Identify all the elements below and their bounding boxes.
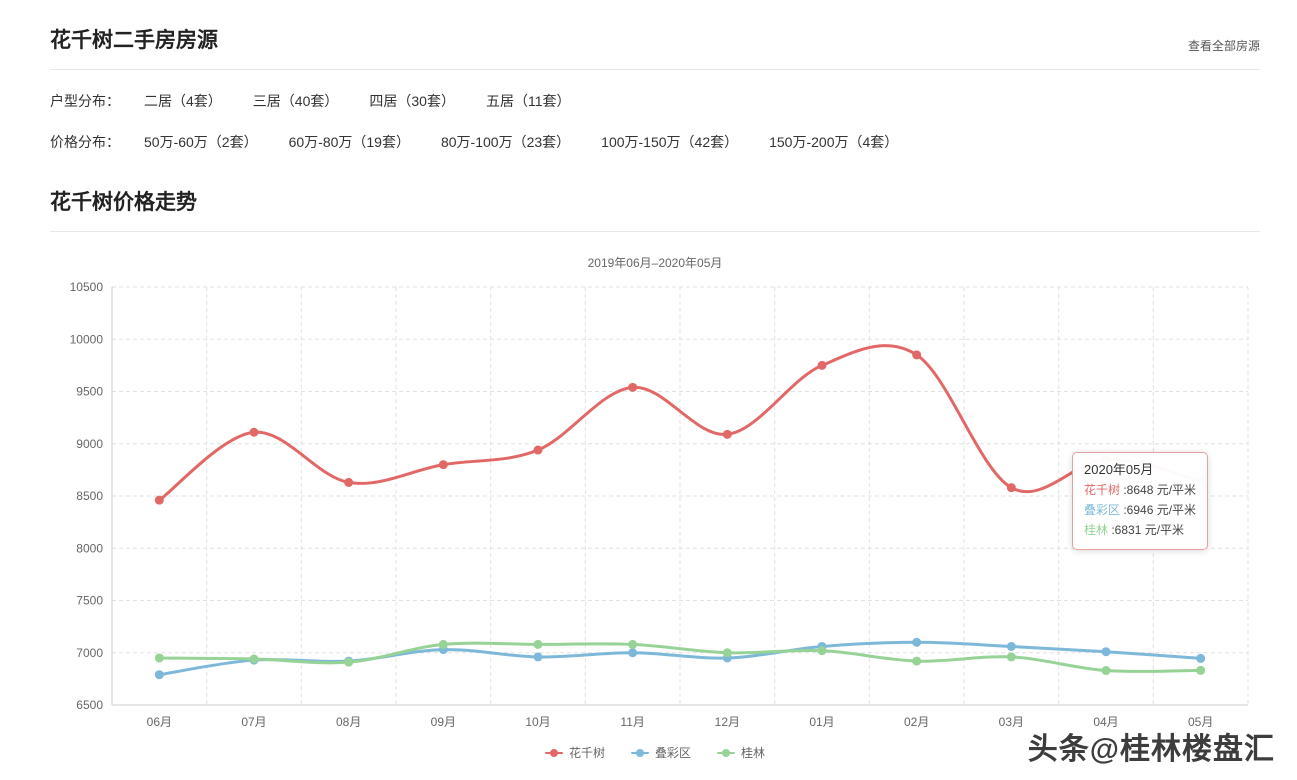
series-point-桂林 — [912, 656, 922, 666]
series-point-花千树 — [438, 460, 448, 470]
x-axis-tick-label: 04月 — [1093, 715, 1118, 729]
trend-divider — [50, 231, 1260, 232]
legend-item-花千树[interactable]: 花千树 — [544, 744, 605, 761]
layout-filter-row: 户型分布： 二居（4套） 三居（40套） 四居（30套） 五居（11套） — [50, 91, 1260, 111]
series-point-桂林 — [438, 639, 448, 649]
x-axis-tick-label: 07月 — [241, 715, 266, 729]
x-axis-tick-label: 03月 — [999, 715, 1024, 729]
watermark: 头条@桂林楼盘汇 — [1027, 733, 1275, 766]
tooltip-title: 2020年05月 — [1084, 462, 1154, 477]
x-axis-tick-label: 10月 — [525, 715, 550, 729]
chart-title: 2019年06月–2020年05月 — [587, 256, 723, 270]
price-filter-item[interactable]: 80万-100万（23套） — [440, 134, 571, 150]
series-point-叠彩区 — [1006, 641, 1016, 651]
legend-item-叠彩区[interactable]: 叠彩区 — [630, 744, 691, 761]
tooltip-row: 花千树 :8648 元/平米 — [1084, 483, 1197, 498]
y-axis-tick-label: 8000 — [76, 541, 103, 555]
price-filter-item[interactable]: 100万-150万（42套） — [601, 134, 739, 150]
y-axis-tick-label: 10000 — [70, 332, 104, 346]
layout-filter-item[interactable]: 四居（30套） — [369, 93, 455, 109]
series-point-花千树 — [154, 495, 164, 505]
page-title: 花千树二手房房源 — [50, 29, 218, 52]
legend-line-dot-icon — [717, 748, 735, 757]
tooltip-row: 叠彩区 :6946 元/平米 — [1084, 503, 1197, 518]
y-axis-tick-label: 7000 — [76, 646, 103, 660]
series-point-桂林 — [533, 639, 543, 649]
series-point-桂林 — [154, 653, 164, 663]
y-axis-tick-label: 8500 — [76, 489, 103, 503]
series-point-叠彩区 — [154, 670, 164, 680]
series-point-花千树 — [722, 429, 732, 439]
series-point-叠彩区 — [912, 637, 922, 647]
series-point-桂林 — [722, 648, 732, 658]
y-axis-tick-label: 7500 — [76, 594, 103, 608]
layout-filter-item[interactable]: 二居（4套） — [144, 93, 222, 109]
series-point-桂林 — [344, 657, 354, 667]
legend-label: 桂林 — [741, 746, 766, 760]
header-divider — [50, 69, 1260, 70]
chart-tooltip: 2020年05月 花千树 :8648 元/平米 叠彩区 :6946 元/平米 桂林 … — [1072, 452, 1209, 550]
y-axis-tick-label: 10500 — [70, 280, 104, 294]
price-filter-item[interactable]: 60万-80万（19套） — [288, 134, 410, 150]
price-filter-row: 价格分布： 50万-60万（2套） 60万-80万（19套） 80万-100万（23… — [50, 132, 1260, 152]
x-axis-tick-label: 08月 — [336, 715, 361, 729]
x-axis-tick-label: 06月 — [147, 715, 172, 729]
series-line-桂林 — [157, 641, 1203, 673]
x-axis-tick-label: 09月 — [431, 715, 456, 729]
price-trend-chart-wrap: 2019年06月–2020年05月 6500 7000 7500 8000 8500 90… — [50, 246, 1260, 761]
series-point-花千树 — [533, 445, 543, 455]
series-point-花千树 — [817, 360, 827, 370]
legend-item-桂林[interactable]: 桂林 — [717, 744, 765, 761]
price-filter-item[interactable]: 50万-60万（2套） — [144, 134, 258, 150]
legend-line-dot-icon — [544, 748, 563, 757]
price-filter-label: 价格分布： — [50, 134, 120, 150]
legend-label: 花千树 — [568, 746, 605, 760]
series-point-叠彩区 — [533, 652, 543, 662]
tooltip-row: 桂林 :6831 元/平米 — [1084, 523, 1185, 538]
series-point-花千树 — [912, 350, 922, 360]
y-axis-tick-label: 9000 — [76, 437, 103, 451]
listing-header: 花千树二手房房源 查看全部房源 — [50, 24, 1260, 54]
series-point-叠彩区 — [1101, 647, 1111, 657]
series-point-花千树 — [249, 427, 259, 437]
series-point-花千树 — [1006, 483, 1016, 493]
price-trend-chart[interactable]: 6500 7000 7500 8000 8500 9000 9500 10000 10500 06… — [50, 275, 1260, 737]
legend-label: 叠彩区 — [654, 746, 691, 760]
series-point-叠彩区 — [628, 648, 638, 658]
legend-line-dot-icon — [630, 748, 649, 757]
price-filter-items: 50万-60万（2套） 60万-80万（19套） 80万-100万（23套） 100万… — [144, 132, 898, 152]
page-container: 花千树二手房房源 查看全部房源 户型分布： 二居（4套） 三居（40套） 四居（30… — [50, 24, 1260, 761]
series-point-桂林 — [1101, 666, 1111, 676]
x-axis-tick-label: 05月 — [1188, 715, 1213, 729]
series-point-桂林 — [817, 646, 827, 656]
series-point-花千树 — [628, 382, 638, 392]
x-axis-tick-label: 12月 — [715, 715, 740, 729]
price-filter-item[interactable]: 150万-200万（4套） — [769, 134, 899, 150]
trend-section-title: 花千树价格走势 — [50, 191, 197, 214]
layout-filter-item[interactable]: 三居（40套） — [252, 93, 339, 109]
y-axis-tick-label: 6500 — [76, 698, 103, 712]
x-axis-tick-label: 01月 — [809, 715, 834, 729]
x-axis-tick-label: 02月 — [904, 715, 929, 729]
series-point-桂林 — [1006, 652, 1016, 662]
layout-filter-items: 二居（4套） 三居（40套） 四居（30套） 五居（11套） — [144, 91, 571, 111]
layout-filter-item[interactable]: 五居（11套） — [485, 93, 571, 109]
y-axis-tick-label: 9500 — [76, 385, 103, 399]
series-point-桂林 — [249, 654, 259, 664]
view-all-link[interactable]: 查看全部房源 — [1187, 39, 1260, 53]
series-point-桂林 — [1196, 665, 1206, 675]
series-point-花千树 — [344, 477, 354, 487]
layout-filter-label: 户型分布： — [50, 93, 120, 109]
series-point-叠彩区 — [1196, 653, 1206, 663]
x-axis-tick-label: 11月 — [620, 715, 644, 729]
series-point-桂林 — [628, 639, 638, 649]
tooltip-rows: 花千树 :8648 元/平米 叠彩区 :6946 元/平米 桂林 :6831 元/平… — [1084, 481, 1196, 540]
chart-legend: 花千树 叠彩区 桂林 — [50, 744, 1260, 761]
